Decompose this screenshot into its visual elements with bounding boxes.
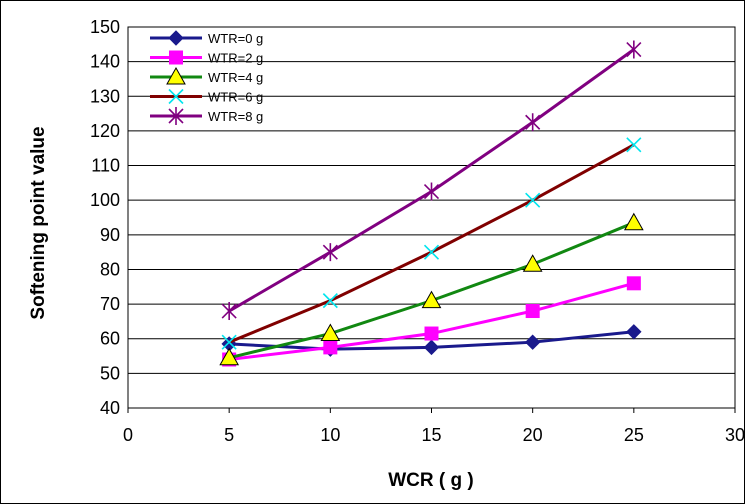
data-point bbox=[525, 113, 541, 132]
data-point bbox=[626, 276, 641, 291]
legend-label: WTR=4 g bbox=[208, 70, 263, 85]
x-tick-label: 15 bbox=[421, 425, 441, 445]
legend-marker bbox=[168, 30, 184, 46]
data-point bbox=[626, 40, 642, 59]
x-tick-label: 5 bbox=[224, 425, 234, 445]
marker-stroke bbox=[626, 137, 642, 153]
legend-item: WTR=8 g bbox=[150, 107, 263, 125]
data-point bbox=[323, 340, 338, 355]
x-tick-label: 20 bbox=[523, 425, 543, 445]
y-tick-label: 120 bbox=[90, 121, 120, 141]
legend-label: WTR=6 g bbox=[208, 90, 263, 105]
y-tick-label: 130 bbox=[90, 86, 120, 106]
data-point bbox=[525, 192, 541, 208]
data-point bbox=[322, 293, 338, 309]
y-tick-label: 60 bbox=[100, 329, 120, 349]
legend-marker bbox=[169, 50, 183, 65]
x-tick-labels: 0 5 10 15 20 25 30 bbox=[123, 408, 745, 445]
legend-label: WTR=2 g bbox=[208, 51, 263, 66]
series-wtr-4-g bbox=[219, 212, 644, 366]
marker-stroke bbox=[525, 192, 541, 208]
data-point bbox=[421, 290, 442, 309]
series-group bbox=[219, 40, 644, 367]
legend-marker bbox=[166, 66, 186, 85]
legend-item: WTR=2 g bbox=[150, 50, 263, 66]
data-point bbox=[623, 212, 644, 231]
x-axis-title: WCR ( g ) bbox=[388, 470, 473, 491]
y-tick-label: 140 bbox=[90, 52, 120, 72]
legend-label: WTR=8 g bbox=[208, 109, 263, 124]
y-tick-label: 70 bbox=[100, 294, 120, 314]
data-point bbox=[423, 339, 440, 356]
data-point bbox=[524, 334, 541, 350]
x-tick-label: 25 bbox=[624, 425, 644, 445]
marker-stroke bbox=[423, 244, 440, 260]
legend-marker bbox=[168, 88, 184, 105]
data-point bbox=[221, 302, 237, 321]
marker-stroke bbox=[168, 88, 184, 105]
y-tick-label: 40 bbox=[100, 398, 120, 418]
data-point bbox=[626, 324, 642, 340]
data-point bbox=[219, 347, 240, 366]
x-tick-label: 30 bbox=[725, 425, 745, 445]
data-point bbox=[424, 326, 439, 341]
y-tick-label: 50 bbox=[100, 363, 120, 383]
data-point bbox=[221, 334, 237, 350]
data-point bbox=[626, 137, 642, 153]
data-point bbox=[423, 182, 440, 201]
x-tick-label: 0 bbox=[123, 425, 133, 445]
data-point bbox=[320, 323, 341, 342]
y-tick-label: 100 bbox=[90, 190, 120, 210]
y-tick-label: 150 bbox=[90, 17, 120, 37]
x-tick-label: 10 bbox=[320, 425, 340, 445]
legend-marker bbox=[168, 107, 184, 125]
marker-stroke bbox=[221, 334, 237, 350]
legend-item: WTR=6 g bbox=[150, 88, 263, 105]
y-axis-title: Softening point value bbox=[28, 126, 49, 319]
series-wtr-8-g bbox=[221, 40, 642, 321]
y-tick-label: 80 bbox=[100, 259, 120, 279]
series-wtr-6-g bbox=[221, 137, 642, 350]
legend-item: WTR=4 g bbox=[150, 66, 263, 85]
series-line bbox=[228, 143, 635, 344]
series-line bbox=[228, 48, 635, 313]
data-point bbox=[522, 254, 543, 272]
y-tick-labels: 40 50 60 70 80 90 100 110 120 130 140 150 bbox=[90, 17, 120, 418]
y-tick-label: 90 bbox=[100, 225, 120, 245]
marker-stroke bbox=[322, 293, 338, 309]
y-tick-label: 110 bbox=[91, 156, 120, 176]
data-point bbox=[525, 304, 540, 319]
legend-label: WTR=0 g bbox=[208, 31, 263, 46]
data-point bbox=[322, 243, 338, 262]
data-point bbox=[423, 244, 440, 260]
legend: WTR=0 g WTR=2 g WTR=4 g WTR=6 g WTR=8 g bbox=[150, 30, 263, 125]
legend-item: WTR=0 g bbox=[150, 30, 263, 46]
